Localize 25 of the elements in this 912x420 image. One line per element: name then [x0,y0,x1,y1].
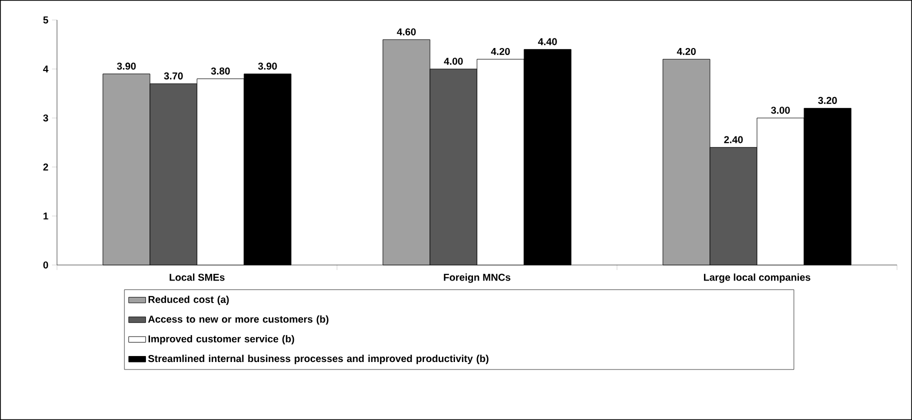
x-tick-label: Large local companies [704,274,810,283]
data-label: 4.40 [538,38,557,46]
x-tick-label: Foreign MNCs [444,274,510,283]
data-label: 4.20 [490,48,510,55]
data-label: 3.90 [258,62,277,70]
x-tick-label: Local SMEs [170,274,225,281]
y-tick-label: 2 [43,164,48,170]
data-label: 3.70 [164,72,183,80]
legend-label: Streamlined internal business processes and improved productivity (b) [148,354,488,364]
data-label: 4.60 [396,28,416,36]
y-tick-label: 5 [43,16,48,24]
legend-label: Reduced cost (a) [148,296,229,305]
data-label: 3.80 [211,68,230,75]
data-label: 3.00 [771,106,790,114]
y-tick-label: 1 [44,212,48,220]
legend-label: Access to new or more customers (b) [148,315,328,325]
y-tick-label: 4 [43,66,48,72]
data-label: 3.90 [116,62,136,70]
data-label: 4.20 [676,48,696,55]
data-label: 2.40 [724,136,743,144]
data-label: 4.00 [444,58,463,65]
data-label: 3.20 [818,96,837,104]
legend-label: Improved customer service (b) [148,335,294,344]
y-tick-label: 3 [43,114,48,122]
y-tick-label: 0 [43,261,48,269]
